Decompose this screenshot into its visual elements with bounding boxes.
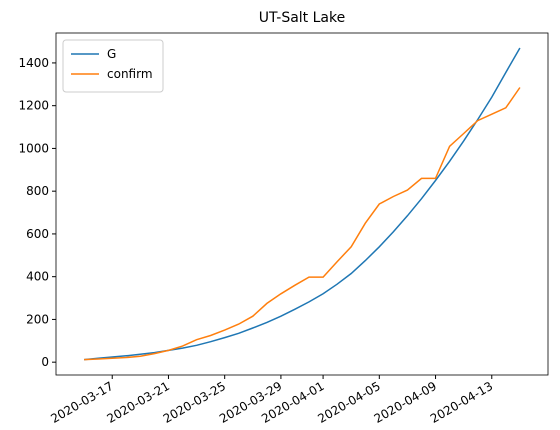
legend-label: G [107,47,116,61]
x-tick-label: 2020-04-05 [315,379,382,426]
y-tick-label: 200 [26,312,49,326]
legend-label: confirm [107,67,153,81]
legend-box [62,39,164,93]
y-tick-label: 800 [26,184,49,198]
plot-frame [55,32,549,376]
x-tick-label: 2020-03-21 [105,379,172,426]
x-tick-label: 2020-04-09 [372,379,439,426]
y-tick-label: 1200 [18,99,49,113]
x-tick-label: 2020-04-13 [428,379,495,426]
x-tick-label: 2020-03-25 [161,379,228,426]
line-series [84,47,521,361]
line-series [84,87,521,361]
y-tick-label: 0 [41,355,49,369]
chart-title: UT-Salt Lake [259,10,345,26]
y-tick-label: 1400 [18,56,49,70]
y-tick-label: 400 [26,270,49,284]
y-tick-label: 600 [26,227,49,241]
y-tick-label: 1000 [18,141,49,155]
x-tick-label: 2020-03-17 [48,379,115,426]
